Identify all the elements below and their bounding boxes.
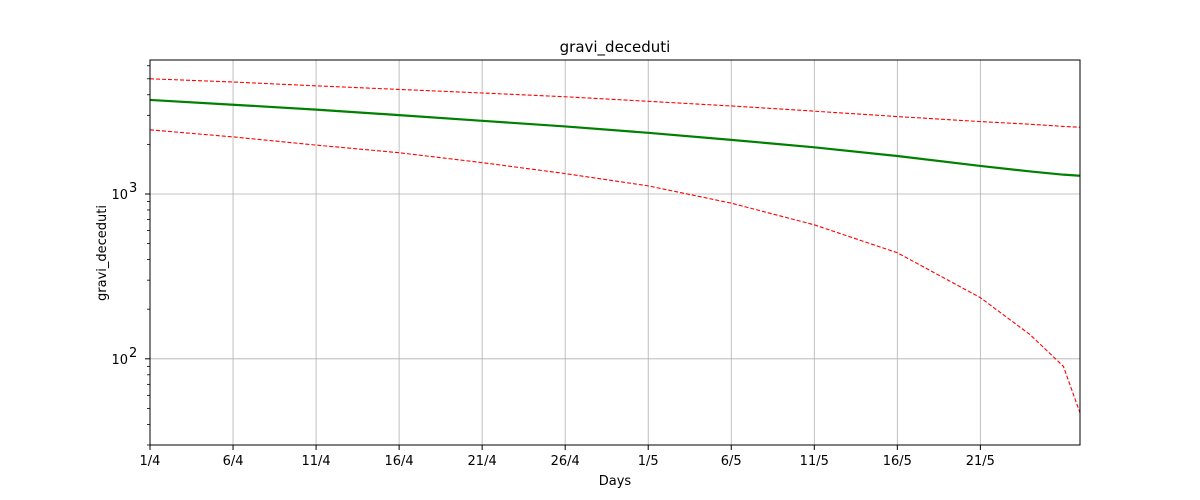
x-tick-label: 11/4 bbox=[301, 454, 330, 469]
chart-title: gravi_deceduti bbox=[560, 38, 671, 57]
x-tick-label: 11/5 bbox=[800, 454, 829, 469]
x-tick-label: 21/4 bbox=[468, 454, 497, 469]
grid bbox=[149, 60, 1080, 445]
y-tick-exponent: 2 bbox=[129, 346, 137, 361]
x-tick-label: 6/4 bbox=[223, 454, 244, 469]
y-tick-exponent: 3 bbox=[129, 181, 137, 196]
x-tick-label: 16/4 bbox=[385, 454, 414, 469]
x-tick-label: 26/4 bbox=[551, 454, 580, 469]
plot-frame bbox=[149, 59, 1081, 446]
y-tick-label: 10 bbox=[111, 188, 128, 203]
series-line bbox=[149, 98, 1081, 177]
y-axis-label: gravi_deceduti bbox=[95, 205, 110, 301]
x-tick-label: 6/5 bbox=[721, 454, 742, 469]
x-tick-label: 1/4 bbox=[140, 454, 161, 469]
y-tick-label: 10 bbox=[111, 353, 128, 368]
x-tick-label: 21/5 bbox=[966, 454, 995, 469]
x-axis-label: Days bbox=[599, 474, 632, 489]
series-line bbox=[149, 129, 1081, 414]
x-tick-label: 1/5 bbox=[638, 454, 659, 469]
series-line bbox=[149, 78, 1081, 128]
series-lines bbox=[149, 78, 1081, 414]
x-axis-ticks: 1/4 6/4 11/4 16/4 21/4 26/4 1/5 6/5 11/5 16/5 21/5 bbox=[140, 445, 995, 469]
x-tick-label: 16/5 bbox=[883, 454, 912, 469]
